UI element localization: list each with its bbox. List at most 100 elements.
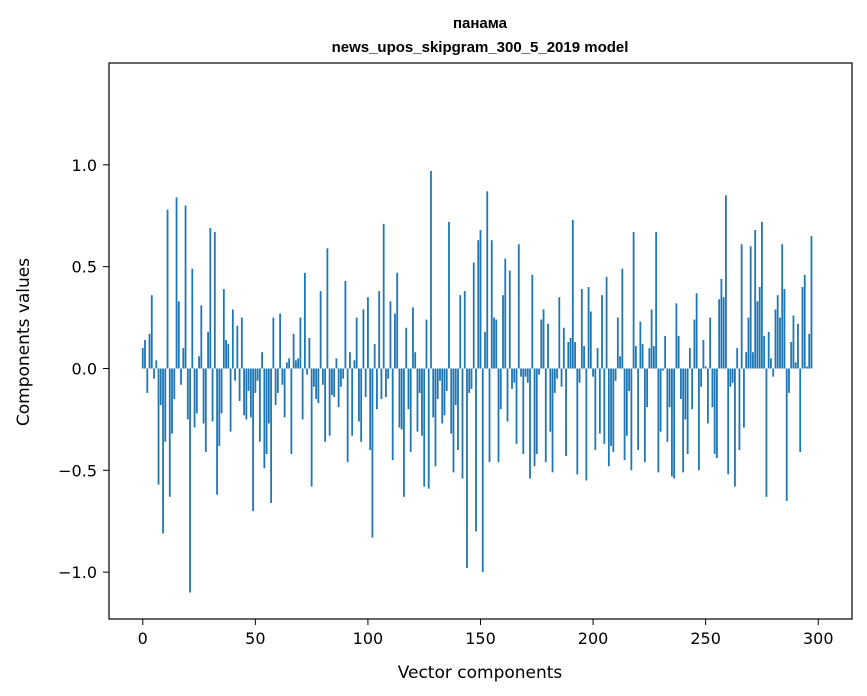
bar-65 <box>288 358 291 369</box>
bar-188 <box>565 368 567 457</box>
bar-24 <box>195 368 198 414</box>
bar-232 <box>664 335 667 369</box>
bar-30 <box>209 227 212 369</box>
bar-192 <box>574 342 576 369</box>
bar-121 <box>414 352 417 369</box>
bar-285 <box>783 289 786 369</box>
bar-295 <box>806 366 808 369</box>
bar-230 <box>659 368 662 432</box>
bar-25 <box>198 356 200 369</box>
bar-206 <box>605 276 608 369</box>
y-axis-label: Components values <box>14 258 34 426</box>
bar-168 <box>520 368 522 377</box>
bar-274 <box>758 287 761 369</box>
bar-81 <box>324 368 327 442</box>
bar-217 <box>630 368 633 471</box>
bar-236 <box>673 368 676 479</box>
chart-title: панама <box>453 15 508 32</box>
bar-80 <box>321 368 324 385</box>
bar-149 <box>477 240 480 369</box>
bar-33 <box>216 368 218 495</box>
bar-290 <box>794 362 797 369</box>
bar-265 <box>738 368 741 450</box>
bar-127 <box>427 368 430 489</box>
bar-37 <box>225 339 227 369</box>
bar-201 <box>594 368 597 450</box>
bar-162 <box>506 368 509 422</box>
bar-207 <box>607 368 610 467</box>
bar-100 <box>367 297 369 369</box>
bar-117 <box>405 327 408 369</box>
bar-213 <box>621 268 624 369</box>
bar-3 <box>148 333 151 369</box>
bar-54 <box>263 368 266 469</box>
bar-43 <box>238 368 241 402</box>
bar-35 <box>220 368 223 414</box>
bar-140 <box>457 368 459 450</box>
bar-176 <box>538 368 540 375</box>
bar-197 <box>585 368 588 481</box>
bar-165 <box>513 368 516 383</box>
bar-115 <box>400 368 403 430</box>
bar-187 <box>562 327 565 369</box>
bar-82 <box>326 248 329 369</box>
bar-29 <box>207 331 209 369</box>
bar-238 <box>677 335 680 369</box>
bar-216 <box>628 368 630 391</box>
bar-280 <box>772 368 775 377</box>
bar-99 <box>364 368 367 397</box>
bar-97 <box>360 368 363 442</box>
bar-231 <box>661 368 664 371</box>
bar-186 <box>560 368 563 387</box>
bar-281 <box>774 309 777 369</box>
bar-250 <box>704 366 707 369</box>
bar-273 <box>756 301 759 369</box>
bar-68 <box>294 360 297 369</box>
bar-227 <box>652 346 655 369</box>
bar-296 <box>808 333 811 369</box>
bar-111 <box>391 368 394 461</box>
bar-95 <box>355 317 358 369</box>
bar-84 <box>331 368 333 395</box>
bar-137 <box>450 368 453 434</box>
bar-34 <box>218 368 221 446</box>
bar-66 <box>290 368 293 455</box>
bar-45 <box>243 368 245 416</box>
bar-122 <box>416 368 419 432</box>
bar-260 <box>727 368 730 475</box>
bar-191 <box>571 219 574 369</box>
bar-104 <box>376 368 378 410</box>
bar-76 <box>312 368 315 387</box>
bar-86 <box>335 358 338 369</box>
bar-9 <box>162 368 164 534</box>
bar-119 <box>409 368 412 452</box>
bar-196 <box>583 346 585 369</box>
bar-74 <box>308 337 311 369</box>
bar-126 <box>425 319 428 369</box>
bar-135 <box>445 368 448 391</box>
bar-289 <box>792 315 795 369</box>
bar-152 <box>484 331 486 369</box>
bar-23 <box>193 368 196 428</box>
bar-0 <box>141 348 144 369</box>
bar-278 <box>767 331 770 369</box>
bar-254 <box>713 368 716 455</box>
bar-15 <box>175 197 178 369</box>
bar-67 <box>292 333 295 369</box>
bar-103 <box>373 344 376 369</box>
bar-248 <box>700 368 703 387</box>
bar-171 <box>526 368 529 383</box>
bar-210 <box>614 368 617 381</box>
bar-16 <box>177 301 180 369</box>
bar-113 <box>396 272 399 369</box>
bar-292 <box>799 368 802 452</box>
plot-area-frame <box>108 62 853 620</box>
bar-58 <box>272 317 275 369</box>
bar-214 <box>623 368 626 461</box>
bar-229 <box>657 368 660 473</box>
bar-51 <box>256 368 259 381</box>
bar-27 <box>202 368 205 424</box>
bar-136 <box>448 221 450 369</box>
bar-26 <box>200 305 203 369</box>
bar-276 <box>763 335 766 369</box>
